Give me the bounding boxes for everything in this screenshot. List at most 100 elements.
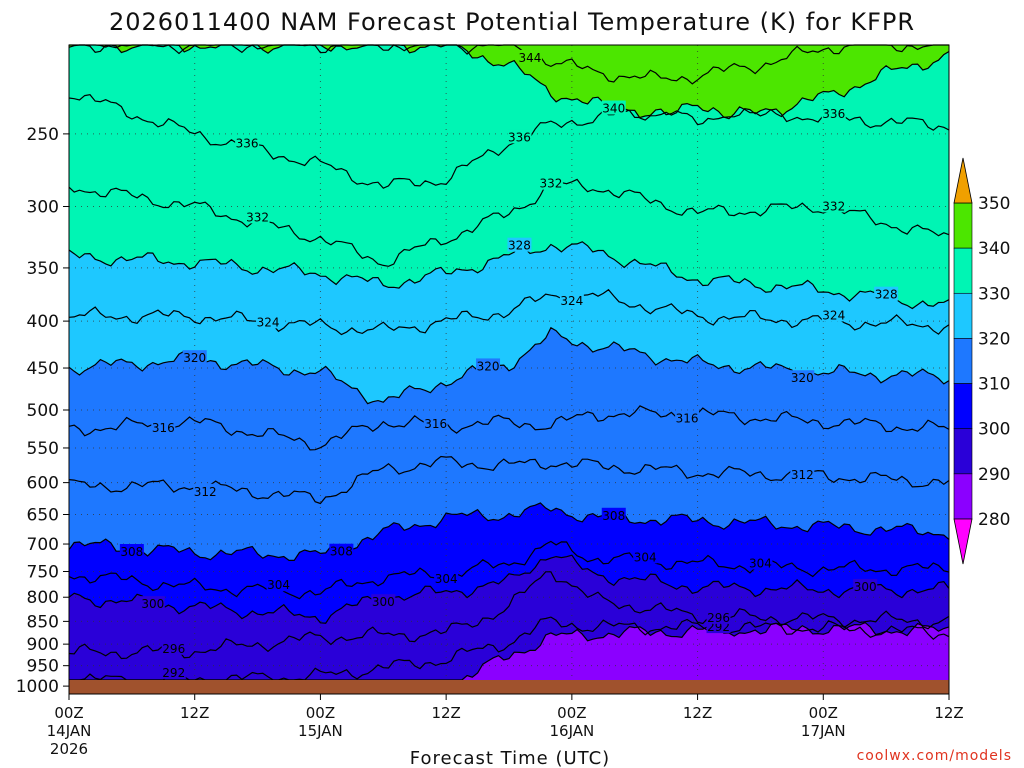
- contour-label: 308: [120, 545, 143, 559]
- contour-label: 344: [518, 51, 541, 65]
- x-tick-label: 12Z: [683, 704, 712, 722]
- isentrope-line: [68, 554, 950, 624]
- contour-label: 328: [508, 239, 531, 253]
- contour-label: 324: [257, 315, 280, 329]
- x-tick-label: 00Z: [54, 704, 83, 722]
- contour-label-bg: [748, 555, 773, 570]
- contour-label-bg: [517, 49, 542, 64]
- contour-label-bg: [675, 410, 700, 425]
- contour-label-bg: [821, 198, 846, 213]
- contour-label-bg: [853, 578, 878, 593]
- y-tick-label: 300: [27, 198, 59, 218]
- contour-label: 296: [707, 611, 730, 625]
- contour-label-bg: [821, 307, 846, 322]
- contour-label-bg: [538, 175, 563, 190]
- y-axis: 250 300 350 400 450 500 550 600 650 700 750 800 850 9…: [16, 125, 69, 697]
- contour-label-bg: [423, 415, 448, 430]
- contour-label: 320: [183, 351, 206, 365]
- contour-label-bg: [266, 577, 291, 592]
- contour-label: 336: [236, 137, 259, 151]
- plot-fill-layer: [69, 45, 949, 695]
- colorbar-bin: [953, 473, 973, 520]
- contour-label: 320: [791, 371, 814, 385]
- colorbar-tick-label: 310: [978, 375, 1010, 395]
- contour-label: 300: [372, 595, 395, 609]
- isentrope-line: [68, 94, 950, 189]
- ground-layer: [69, 680, 949, 694]
- colorbar-tick-label: 340: [978, 239, 1010, 259]
- x-tick-label: 00Z: [306, 704, 335, 722]
- colorbar-bin: [953, 292, 973, 339]
- contour-label: 312: [194, 485, 217, 499]
- contour-label: 328: [875, 288, 898, 302]
- y-tick-label: 600: [27, 474, 59, 494]
- contour-label: 308: [602, 509, 625, 523]
- contour-label-bg: [182, 350, 207, 365]
- contour-label-bg: [633, 549, 658, 564]
- contour-label: 336: [822, 107, 845, 121]
- y-tick-label: 1000: [16, 677, 59, 697]
- contour-label-bg: [601, 507, 626, 522]
- x-tick-date: 16JAN: [549, 722, 594, 740]
- contour-label-bg: [119, 544, 144, 559]
- isentrope-line: [68, 288, 950, 336]
- contour-label: 332: [822, 199, 845, 213]
- isentrope-line: [68, 571, 950, 660]
- isentrope-line: [68, 540, 950, 600]
- contour-label-bg: [256, 314, 281, 329]
- colorbar-tick-label: 280: [978, 510, 1010, 530]
- contour-label: 300: [854, 580, 877, 594]
- y-tick-label: 500: [27, 401, 59, 421]
- contour-label: 304: [435, 572, 458, 586]
- y-tick-label: 900: [27, 635, 59, 655]
- colorbar-extend-top: [953, 157, 973, 204]
- y-tick-label: 800: [27, 588, 59, 608]
- contour-label: 324: [560, 294, 583, 308]
- isentrope-line: [68, 44, 950, 126]
- x-axis-title: Forecast Time (UTC): [410, 748, 610, 768]
- y-tick-label: 700: [27, 535, 59, 555]
- contour-label-bg: [706, 609, 731, 624]
- colorbar-bin: [953, 428, 973, 475]
- x-tick-date: 14JAN: [47, 722, 92, 740]
- x-tick-label: 00Z: [809, 704, 838, 722]
- contour-label-bg: [151, 420, 176, 435]
- contour-label-bg: [821, 105, 846, 120]
- y-tick-label: 550: [27, 439, 59, 459]
- colorbar-bin: [953, 202, 973, 249]
- contour-label-bg: [790, 370, 815, 385]
- contour-label: 292: [162, 666, 185, 680]
- isentrope-line: [68, 502, 950, 561]
- colorbar-extend-bottom: [953, 518, 973, 565]
- isentrope-line: [68, 405, 950, 451]
- contour-label: 340: [602, 102, 625, 116]
- colorbar-bin: [953, 247, 973, 294]
- colorbar: 280 290 300 310 320 330 340 350: [953, 157, 1010, 565]
- x-tick-label: 12Z: [180, 704, 209, 722]
- contour-label: 300: [141, 597, 164, 611]
- contour-label: 304: [267, 578, 290, 592]
- contour-label: 332: [539, 177, 562, 191]
- x-tick-label: 00Z: [557, 704, 586, 722]
- contour-label-bg: [507, 237, 532, 252]
- contour-label-bg: [161, 664, 186, 679]
- contour-label: 308: [330, 545, 353, 559]
- contour-label-bg: [476, 358, 501, 373]
- x-tick-date: 17JAN: [801, 722, 846, 740]
- contour-label: 336: [508, 130, 531, 144]
- contour-label-bg: [140, 596, 165, 611]
- contour-label: 316: [676, 411, 699, 425]
- x-tick-year: 2026: [50, 740, 88, 758]
- x-tick-date: 15JAN: [298, 722, 343, 740]
- contour-label-bg: [790, 467, 815, 482]
- credit-text: coolwx.com/models: [857, 748, 1012, 764]
- plot-frame: [68, 44, 950, 695]
- contour-label-bg: [235, 135, 260, 150]
- chart-title: 2026011400 NAM Forecast Potential Temper…: [109, 8, 915, 36]
- contour-label: 316: [152, 421, 175, 435]
- contour-label-bg: [874, 286, 899, 301]
- fill-band-288: [69, 622, 949, 694]
- colorbar-tick-label: 350: [978, 194, 1010, 214]
